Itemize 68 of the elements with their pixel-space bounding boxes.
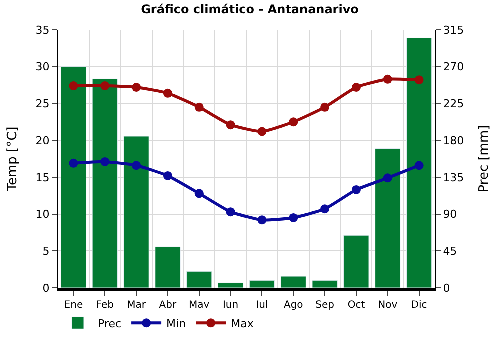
y-axis-title: Temp [°C] [6, 126, 21, 192]
y-tick-label: 0 [42, 282, 50, 295]
y2-tick-label: 0 [443, 282, 450, 295]
y2-tick-label: 90 [443, 208, 458, 222]
point [352, 83, 361, 92]
point [383, 74, 392, 84]
x-tick-label: Oct [348, 300, 366, 311]
point [69, 158, 78, 168]
bar [280, 276, 306, 288]
legend-label: Max [231, 317, 254, 330]
y2-tick-label: 270 [443, 60, 464, 74]
y2-tick-label: 315 [443, 24, 464, 37]
bar [186, 271, 212, 288]
bar [249, 280, 276, 288]
chart-title: Gráfico climático - Antananarivo [141, 2, 359, 17]
x-tick-label: Sep [316, 300, 334, 311]
y-tick-label: 25 [36, 98, 50, 111]
y-tick-label: 15 [36, 171, 50, 184]
point [289, 213, 298, 222]
y-tick-label: 30 [36, 60, 50, 74]
point [163, 171, 172, 180]
point [320, 102, 330, 112]
y-tick-label: 35 [36, 24, 50, 37]
y2-axis-title: Prec [mm] [476, 125, 492, 193]
legend-label: Prec [98, 317, 122, 330]
y-tick-label: 5 [42, 244, 50, 258]
bar [218, 282, 244, 288]
point [100, 157, 110, 166]
y2-tick-label: 225 [443, 98, 464, 111]
point [383, 174, 392, 183]
y2-tick-label: 180 [443, 134, 464, 148]
point [258, 216, 267, 225]
legend-label: Min [166, 317, 186, 330]
y2-tick-label: 45 [443, 244, 458, 258]
x-tick-label: Feb [96, 300, 114, 311]
bar [312, 280, 338, 288]
bar [155, 246, 181, 288]
bar [406, 38, 432, 288]
x-tick-label: Dic [411, 300, 428, 311]
point [414, 76, 424, 85]
point [194, 102, 204, 112]
x-tick-label: May [189, 300, 210, 311]
point [132, 161, 142, 170]
point [226, 120, 236, 130]
point [69, 82, 78, 91]
x-tick-label: Ago [284, 300, 304, 311]
point [352, 185, 361, 194]
point [289, 118, 298, 127]
point [258, 127, 267, 136]
y-tick-label: 20 [36, 134, 50, 148]
bar [344, 235, 370, 288]
point [226, 208, 236, 217]
bar [92, 78, 118, 288]
x-tick-label: Abr [159, 300, 178, 311]
point [194, 189, 204, 198]
bar [60, 66, 87, 288]
point [132, 83, 142, 92]
point [320, 204, 330, 214]
x-tick-label: Mar [127, 300, 147, 311]
x-tick-label: Nov [378, 300, 398, 311]
bar [375, 148, 401, 288]
point [100, 82, 110, 91]
y-tick-label: 10 [36, 208, 50, 222]
x-tick-label: Ene [64, 300, 84, 311]
y2-tick-label: 135 [443, 171, 464, 184]
point [163, 88, 172, 98]
bar [124, 136, 150, 288]
point [414, 161, 424, 170]
